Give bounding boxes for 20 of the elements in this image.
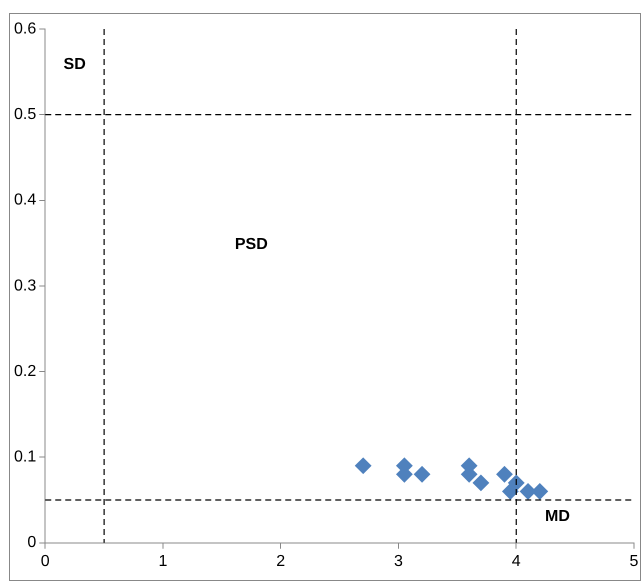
y-tick-label: 0.1 xyxy=(14,448,36,466)
y-tick-label: 0.6 xyxy=(14,20,36,38)
annotation: MD xyxy=(545,508,570,526)
point xyxy=(414,466,430,482)
y-tick-label: 0.3 xyxy=(14,277,36,294)
y-tick-label: 0.4 xyxy=(14,192,36,209)
x-tick-label: 0 xyxy=(40,552,50,570)
y-tick-label: 0 xyxy=(27,534,36,552)
y-tick-label: 0.2 xyxy=(14,362,36,380)
x-tick-label: 1 xyxy=(158,552,168,570)
point xyxy=(472,474,489,491)
x-tick-label: 5 xyxy=(630,552,639,570)
point xyxy=(355,458,372,474)
point xyxy=(496,466,512,482)
x-tick-label: 3 xyxy=(394,552,404,570)
x-tick-label: 2 xyxy=(276,552,286,570)
x-tick-label: 4 xyxy=(512,552,521,570)
annotation: PSD xyxy=(234,236,268,254)
y-tick-label: 0.5 xyxy=(14,106,36,124)
annotation: SD xyxy=(64,56,86,74)
